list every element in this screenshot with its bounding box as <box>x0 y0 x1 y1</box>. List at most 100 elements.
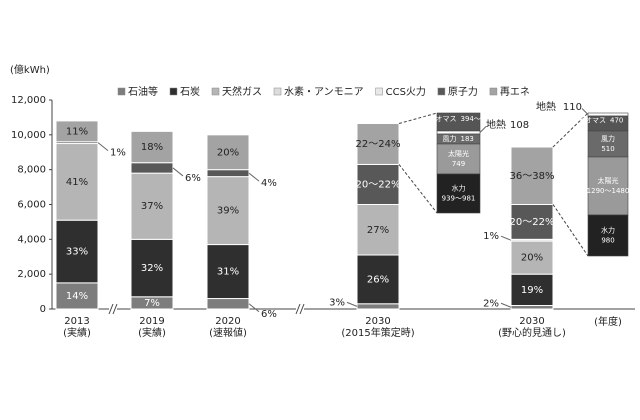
legend-label: 石炭 <box>180 86 200 98</box>
legend-label: 原子力 <box>448 85 478 98</box>
legend-swatch <box>273 87 282 96</box>
breakdown-value: 980 <box>601 237 614 245</box>
axis-break-line <box>112 303 118 315</box>
breakdown-name: 地熱 <box>486 118 506 131</box>
legend-swatch <box>117 87 126 96</box>
bar-segment <box>55 219 99 284</box>
value-label: 20% <box>217 147 239 158</box>
leader-line <box>500 302 512 308</box>
leader-line <box>500 235 512 241</box>
connector <box>552 112 589 148</box>
breakdown-segment <box>587 214 629 257</box>
legend-label: 再エネ <box>500 86 530 98</box>
bar-segment <box>510 273 554 307</box>
bar-segment <box>55 120 99 143</box>
x-tick-note: (野心的見通し) <box>498 326 566 339</box>
connector <box>552 204 589 257</box>
breakdown-name: 太陽光 <box>448 149 469 158</box>
y-tick-label: 6,000 <box>17 200 46 211</box>
leader-line <box>172 167 184 177</box>
x-tick-note: (2015年策定時) <box>341 326 414 339</box>
x-axis-label: (年度) <box>594 315 622 328</box>
axis-break-line <box>295 303 301 315</box>
value-label: 19% <box>521 285 543 296</box>
y-tick-label: 0 <box>40 304 46 315</box>
value-label: 37% <box>141 201 163 212</box>
axis-break <box>109 304 117 314</box>
x-tick-note: (実績) <box>138 326 166 339</box>
y-tick-label: 2,000 <box>17 269 46 280</box>
value-label: 41% <box>66 177 88 188</box>
value-label: 3% <box>329 297 345 308</box>
leader-line <box>581 108 589 115</box>
value-label: 22～24% <box>356 139 401 150</box>
legend-swatch <box>489 87 498 96</box>
bar-segment <box>130 162 174 174</box>
bar-segment <box>510 204 554 240</box>
value-label: 31% <box>217 267 239 278</box>
bar-segment <box>55 143 99 221</box>
legend-label: 天然ガス <box>222 85 262 98</box>
value-label: 11% <box>66 126 88 137</box>
x-tick-label: 2019 <box>139 316 164 327</box>
x-tick-label: 2013 <box>64 316 89 327</box>
bar-segment <box>206 298 250 310</box>
value-label: 2% <box>483 298 499 309</box>
legend-label: 石油等 <box>128 85 158 98</box>
value-label: 6% <box>185 173 201 184</box>
bar-segment <box>55 282 99 310</box>
legend-label: 水素・アンモニア <box>284 85 364 98</box>
legend-swatch <box>169 87 178 96</box>
connector <box>398 164 438 214</box>
value-label: 18% <box>141 142 163 153</box>
bar-segment <box>510 305 554 310</box>
breakdown-value: 470 <box>610 117 623 125</box>
x-tick-label: 2030 <box>519 316 544 327</box>
legend-swatch <box>211 87 220 96</box>
breakdown-segment <box>436 130 481 135</box>
axis-break-line <box>108 303 114 315</box>
leader-line <box>97 142 109 152</box>
bar-segment <box>356 303 400 310</box>
breakdown-name: バイオマス <box>422 115 457 123</box>
breakdown-value: 108 <box>510 120 529 131</box>
axis-break <box>296 304 304 314</box>
bar-segment <box>130 172 174 240</box>
value-label: 4% <box>261 178 277 189</box>
legend-swatch <box>437 87 446 96</box>
value-label: 26% <box>367 274 389 285</box>
breakdown-name: 地熱 <box>536 100 556 113</box>
bar-segment <box>356 254 400 305</box>
leader-line <box>248 172 260 182</box>
y-tick-label: 10,000 <box>11 130 46 141</box>
x-tick-note: (実績) <box>63 326 91 339</box>
connector <box>398 112 438 124</box>
breakdown-segment <box>436 173 481 214</box>
breakdown-name: 水力 <box>452 184 466 193</box>
value-label: 14% <box>66 291 88 302</box>
value-label: 1% <box>483 231 499 242</box>
value-label: 20～22% <box>356 179 401 190</box>
breakdown-value: 1290～1480 <box>587 187 630 195</box>
legend-swatch <box>375 87 383 96</box>
breakdown-name: 水力 <box>601 226 615 235</box>
bar-segment <box>130 130 174 164</box>
breakdown-value: 749 <box>452 160 465 168</box>
x-tick-label: 2020 <box>215 316 240 327</box>
bar-segment <box>356 163 400 205</box>
value-label: 20～22% <box>510 217 555 228</box>
breakdown-segment <box>587 156 629 216</box>
leader-line <box>346 301 358 307</box>
bar-segment <box>510 240 554 275</box>
y-tick-label: 8,000 <box>17 165 46 176</box>
breakdown-value: 510 <box>601 145 614 153</box>
value-label: 39% <box>217 206 239 217</box>
value-label: 20% <box>521 253 543 264</box>
value-label: 36～38% <box>510 171 555 182</box>
bar-segment <box>130 238 174 298</box>
breakdown-name: 風力 <box>443 134 457 143</box>
breakdown-value: 939～981 <box>442 195 476 203</box>
bar-segment <box>206 176 250 246</box>
value-label: 32% <box>141 263 163 274</box>
breakdown-name: バイオマス <box>571 117 606 125</box>
